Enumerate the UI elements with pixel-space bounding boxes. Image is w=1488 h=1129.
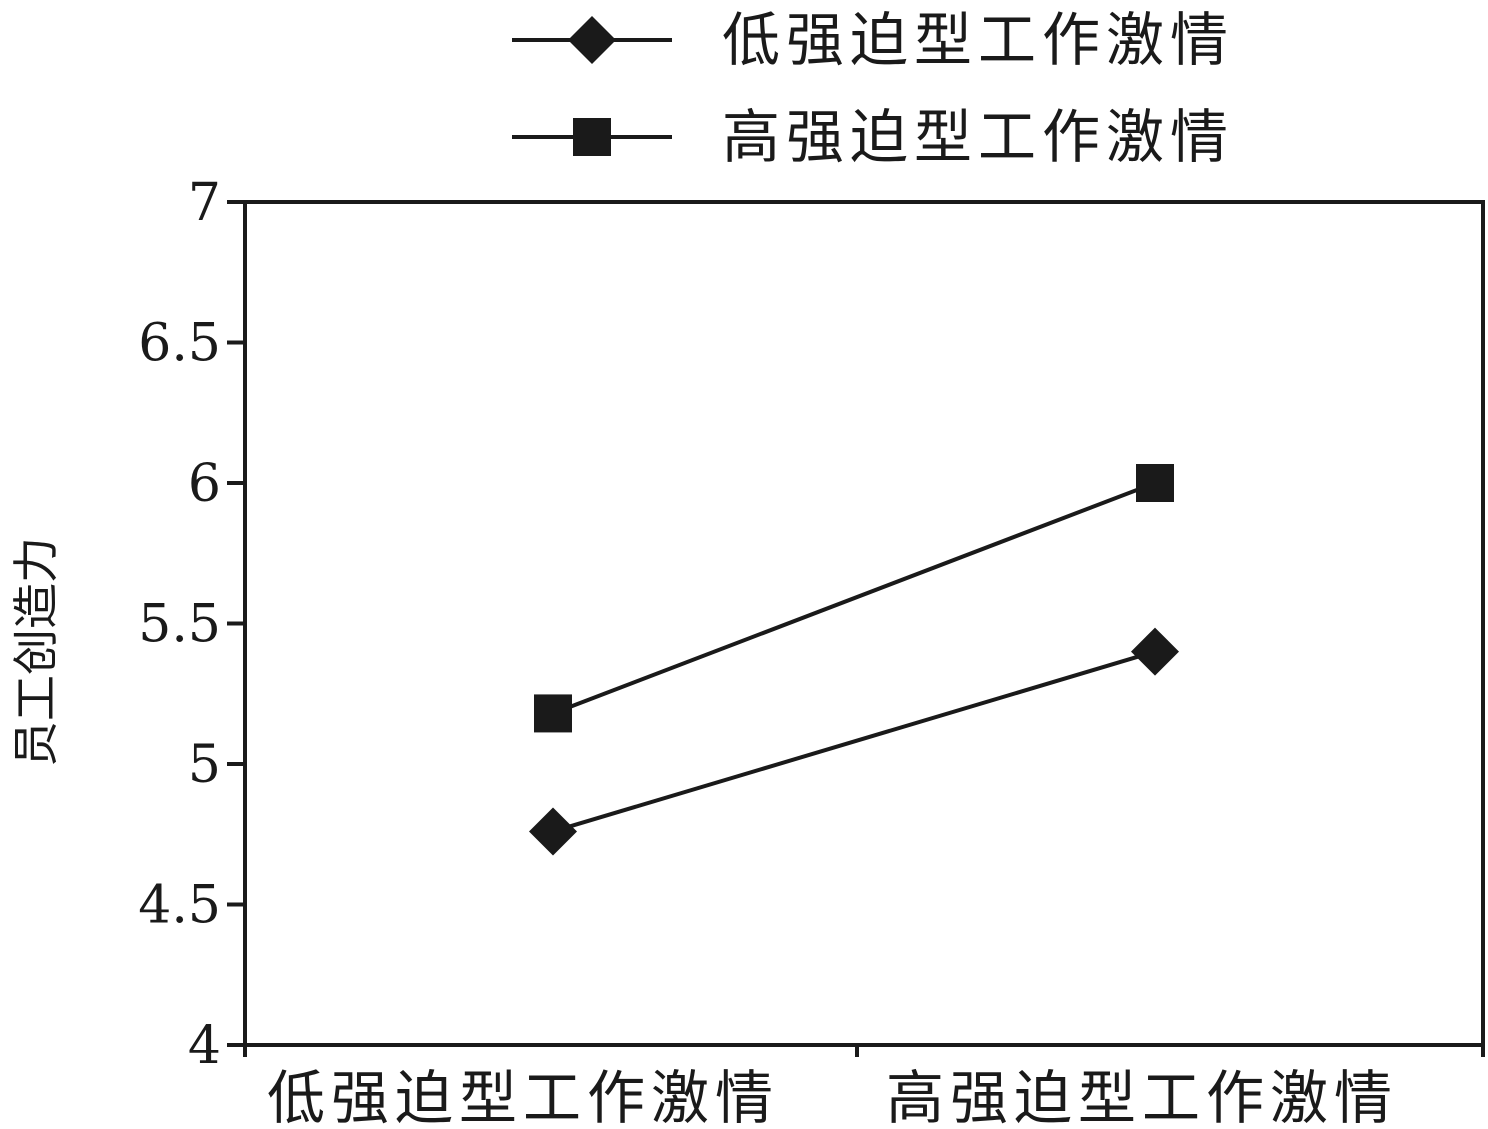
y-axis-label: 员工创造力: [9, 537, 63, 767]
legend-item: 高强迫型工作激情: [512, 103, 1234, 171]
legend-diamond-marker: [568, 16, 616, 64]
y-axis-tick-labels: 4 4.5 5 5.5 6 6.5 7: [138, 173, 221, 1076]
legend-label: 低强迫型工作激情: [722, 6, 1234, 74]
y-tick-label: 6: [188, 454, 221, 514]
y-tick-label: 7: [188, 173, 221, 233]
x-tick-label: 高强迫型工作激情: [886, 1064, 1398, 1125]
y-tick-label: 4: [188, 1016, 221, 1076]
y-tick-label: 5: [188, 735, 221, 795]
y-tick-label: 5.5: [138, 595, 221, 655]
data-point-square: [1136, 464, 1174, 502]
x-axis-ticks: [243, 1045, 1485, 1057]
data-point-square: [534, 694, 572, 733]
y-tick-label: 6.5: [138, 314, 221, 374]
data-point-diamond: [1131, 627, 1179, 676]
series-lines: [552, 481, 1156, 834]
x-tick-label: 低强迫型工作激情: [267, 1064, 779, 1125]
series-line-1: [552, 481, 1156, 716]
legend-label: 高强迫型工作激情: [722, 103, 1234, 171]
y-axis-ticks: [227, 200, 245, 1047]
legend-square-marker: [573, 118, 611, 156]
x-axis-tick-labels: 低强迫型工作激情 高强迫型工作激情: [267, 1064, 1398, 1129]
legend-item: 低强迫型工作激情: [512, 6, 1234, 74]
series-line-0: [552, 649, 1156, 834]
plot-area-frame: [243, 200, 1485, 1047]
series-markers: [529, 464, 1179, 856]
y-tick-label: 4.5: [138, 876, 221, 936]
data-point-diamond: [529, 807, 577, 856]
